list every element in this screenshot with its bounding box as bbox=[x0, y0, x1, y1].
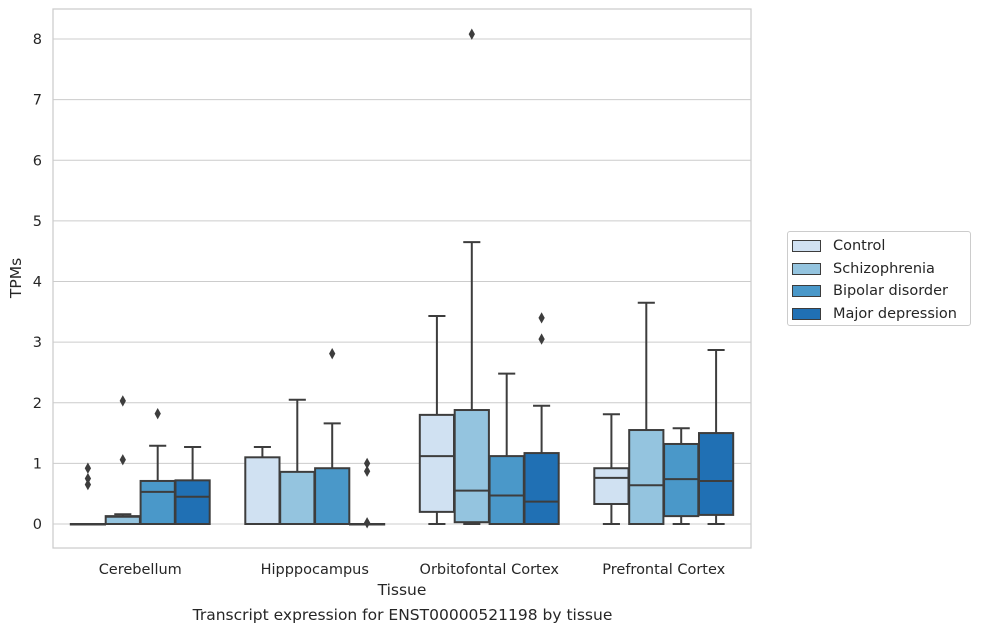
box-major-depression bbox=[697, 349, 735, 525]
box-major-depression bbox=[523, 312, 560, 526]
plot-frame bbox=[52, 8, 752, 549]
y-axis-label: TPMs bbox=[7, 258, 25, 299]
y-tick-label: 6 bbox=[33, 153, 42, 169]
box-control bbox=[593, 413, 630, 525]
outlier-point bbox=[119, 454, 126, 466]
outlier-point bbox=[468, 28, 475, 40]
box bbox=[488, 455, 525, 526]
box bbox=[523, 452, 560, 526]
box-control bbox=[244, 446, 281, 525]
outlier-point bbox=[84, 478, 92, 491]
box-bipolar-disorder bbox=[488, 372, 525, 526]
box bbox=[418, 413, 456, 513]
legend-swatch bbox=[792, 262, 821, 275]
outlier-point bbox=[538, 333, 545, 345]
legend-label: Schizophrenia bbox=[833, 260, 935, 277]
legend-label: Major depression bbox=[833, 305, 957, 322]
legend-swatch bbox=[792, 285, 821, 298]
box-control bbox=[69, 462, 107, 526]
x-tick-label: Cerebellum bbox=[99, 562, 182, 578]
x-tick-label: Hipppocampus bbox=[261, 562, 369, 578]
outlier-point bbox=[84, 462, 92, 474]
outlier-point bbox=[154, 407, 161, 420]
box bbox=[453, 409, 490, 524]
y-tick-label: 4 bbox=[33, 275, 42, 291]
box-schizophrenia bbox=[104, 395, 141, 526]
box-major-depression bbox=[348, 457, 386, 529]
box-bipolar-disorder bbox=[314, 347, 351, 526]
box-major-depression bbox=[174, 446, 211, 526]
legend-swatch bbox=[792, 307, 821, 320]
outlier-point bbox=[363, 465, 371, 477]
box bbox=[244, 456, 281, 525]
y-tick-label: 2 bbox=[33, 396, 42, 412]
y-tick-labels: 0 1 2 3 4 5 6 7 8 bbox=[33, 32, 42, 533]
boxes bbox=[69, 28, 735, 529]
y-tick-label: 8 bbox=[33, 32, 42, 48]
x-tick-label: Prefrontal Cortex bbox=[602, 562, 725, 578]
y-tick-label: 5 bbox=[33, 214, 42, 230]
x-tick-label: Orbitofontal Cortex bbox=[420, 562, 560, 578]
box-schizophrenia bbox=[453, 28, 490, 525]
box bbox=[174, 479, 211, 526]
outlier-point bbox=[84, 472, 92, 485]
outlier-point bbox=[329, 347, 336, 360]
legend-label: Control bbox=[833, 238, 886, 255]
legend-item: Schizophrenia bbox=[792, 258, 970, 281]
legend: Control Schizophrenia Bipolar disorder Majo… bbox=[787, 231, 971, 326]
box-control bbox=[418, 315, 456, 525]
box bbox=[279, 470, 316, 525]
box bbox=[697, 432, 735, 516]
box-schizophrenia bbox=[628, 301, 665, 525]
box-bipolar-disorder bbox=[139, 407, 176, 525]
x-tick-labels: Cerebellum Hipppocampus Orbitofontal Corte… bbox=[99, 562, 726, 578]
outlier-point bbox=[538, 312, 545, 324]
box bbox=[628, 429, 665, 525]
y-tick-label: 7 bbox=[33, 93, 42, 109]
legend-item: Major depression bbox=[792, 303, 970, 326]
legend-swatch bbox=[792, 240, 821, 253]
gridlines bbox=[53, 38, 751, 525]
outlier-point bbox=[363, 457, 371, 470]
box bbox=[139, 479, 176, 525]
y-tick-label: 1 bbox=[33, 456, 42, 472]
box-bipolar-disorder bbox=[663, 427, 700, 525]
chart-caption: Transcript expression for ENST0000052119… bbox=[192, 606, 613, 624]
outlier-point bbox=[119, 395, 126, 407]
box-schizophrenia bbox=[279, 398, 316, 525]
x-axis-label: Tissue bbox=[377, 581, 427, 599]
legend-label: Bipolar disorder bbox=[833, 283, 948, 300]
outlier-point bbox=[363, 517, 371, 529]
box bbox=[593, 467, 630, 505]
box bbox=[314, 467, 351, 526]
legend-item: Control bbox=[792, 235, 970, 258]
legend-item: Bipolar disorder bbox=[792, 280, 970, 303]
y-tick-label: 0 bbox=[33, 517, 42, 533]
y-tick-label: 3 bbox=[33, 335, 42, 351]
